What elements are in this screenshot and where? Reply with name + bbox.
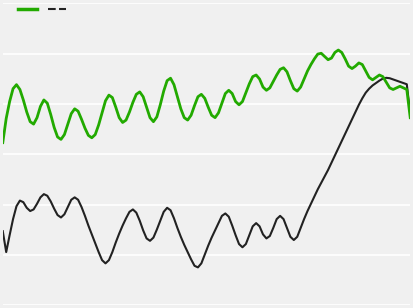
Legend: , : ,	[15, 2, 72, 17]
